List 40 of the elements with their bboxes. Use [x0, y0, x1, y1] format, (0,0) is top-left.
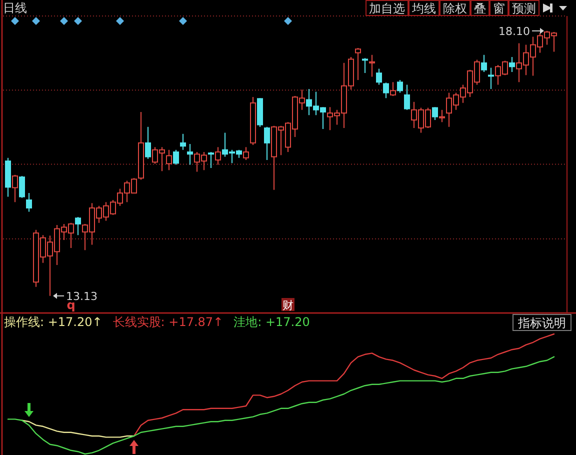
candlestick	[362, 58, 368, 74]
text: 预测	[512, 2, 536, 16]
candlestick	[208, 151, 214, 168]
candlestick	[383, 82, 389, 99]
candlestick	[355, 47, 361, 80]
text: 窗	[493, 2, 505, 16]
candlestick	[243, 146, 249, 160]
text: 指标说明	[517, 316, 566, 330]
annotation: 18.10	[498, 24, 530, 38]
chart-title: 日线	[3, 1, 27, 15]
candlestick	[432, 106, 438, 120]
candlestick	[180, 133, 186, 150]
candlestick	[264, 126, 270, 160]
text: 均线	[411, 2, 436, 16]
candlestick	[12, 174, 18, 203]
text: 操作线: +17.20↑	[4, 315, 102, 329]
candlestick	[145, 126, 151, 160]
candlestick	[75, 216, 81, 236]
candlestick	[488, 67, 494, 90]
text: 洼地: +17.20	[234, 315, 310, 329]
text: 除权	[443, 2, 467, 16]
annotation: 财	[282, 299, 294, 312]
candlestick	[397, 79, 403, 94]
candlestick	[19, 175, 25, 198]
candlestick	[215, 146, 221, 166]
candlestick	[369, 54, 375, 78]
candlestick	[404, 84, 410, 110]
candlestick	[166, 149, 172, 171]
candlestick	[439, 109, 445, 123]
text: 长线实股: +17.87↑	[112, 315, 224, 329]
annotation: 13.13	[66, 290, 98, 303]
candlestick	[509, 56, 515, 72]
candlestick	[376, 68, 382, 86]
text: 叠	[474, 2, 486, 16]
text: 加自选	[369, 2, 405, 16]
candlestick	[187, 143, 193, 166]
candlestick	[481, 54, 487, 72]
candlestick	[173, 149, 179, 166]
candlestick	[26, 192, 32, 212]
candlestick	[390, 82, 396, 96]
